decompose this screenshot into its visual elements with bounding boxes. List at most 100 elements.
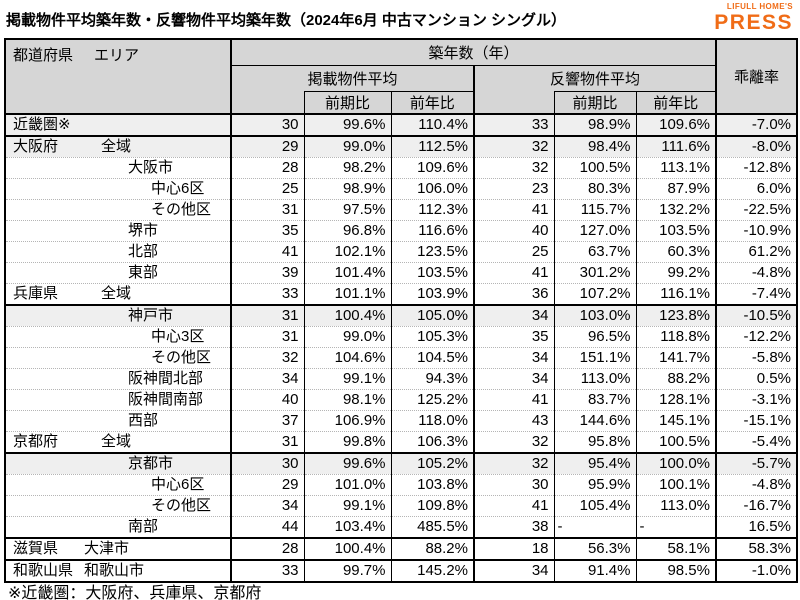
- value-cell: -8.0%: [715, 135, 797, 158]
- value-cell: 103.9%: [390, 283, 474, 306]
- value-cell: 32: [230, 347, 304, 369]
- value-cell: 32: [473, 135, 554, 158]
- area-cell: 兵庫県 全域: [5, 283, 231, 306]
- value-cell: 99.0%: [303, 326, 391, 348]
- value-cell: 40: [230, 389, 304, 411]
- value-cell: 28: [230, 157, 304, 179]
- blank-header-cell: [473, 91, 554, 114]
- value-cell: 32: [473, 452, 554, 475]
- value-cell: 105.0%: [390, 304, 474, 327]
- value-cell: 100.5%: [635, 431, 716, 454]
- value-cell: 36: [473, 283, 554, 306]
- value-cell: -5.7%: [715, 452, 797, 475]
- value-cell: 100.0%: [635, 452, 716, 475]
- value-cell: 34: [473, 559, 554, 583]
- table-row: 中心6区 29 101.0% 103.8% 30 95.9% 100.1% -4.8%: [5, 474, 797, 496]
- area-label: 北部: [128, 243, 159, 260]
- area-label: 全域: [101, 433, 132, 450]
- value-cell: 96.8%: [303, 220, 391, 242]
- value-cell: 41: [473, 495, 554, 517]
- deviation-rate-header: 乖離率: [715, 39, 797, 114]
- listed-prev-period-header: 前期比: [303, 90, 391, 114]
- value-cell: 41: [473, 389, 554, 411]
- value-cell: 99.6%: [303, 452, 391, 475]
- value-cell: 98.9%: [553, 113, 636, 137]
- value-cell: 105.2%: [390, 452, 474, 475]
- value-cell: 98.2%: [303, 157, 391, 179]
- area-label: 和歌山市: [84, 562, 145, 579]
- value-cell: 58.1%: [635, 537, 716, 561]
- table-row: その他区 31 97.5% 112.3% 41 115.7% 132.2% -22.5%: [5, 199, 797, 221]
- value-cell: 113.1%: [635, 157, 716, 179]
- area-label: 大津市: [84, 540, 130, 557]
- value-cell: -5.4%: [715, 431, 797, 454]
- corner-header-cell: 都道府県 エリア: [5, 39, 232, 114]
- area-label: 中心6区: [151, 180, 205, 197]
- value-cell: 60.3%: [635, 241, 716, 263]
- value-cell: 105.4%: [553, 495, 636, 517]
- value-cell: -5.8%: [715, 347, 797, 369]
- value-cell: 301.2%: [553, 262, 636, 284]
- logo-press-text: PRESS: [714, 11, 793, 34]
- value-cell: 25: [473, 241, 554, 263]
- value-cell: 29: [230, 135, 304, 158]
- table-row: 阪神間南部 40 98.1% 125.2% 41 83.7% 128.1% -3.1%: [5, 389, 797, 411]
- page-title: 掲載物件平均築年数・反響物件平均築年数（2024年6月 中古マンション シングル…: [6, 12, 567, 29]
- value-cell: 128.1%: [635, 389, 716, 411]
- value-cell: 31: [230, 326, 304, 348]
- area-cell: その他区: [5, 347, 231, 369]
- area-cell: 大阪市: [5, 157, 231, 179]
- value-cell: 80.3%: [553, 178, 636, 200]
- table-row: 堺市 35 96.8% 116.6% 40 127.0% 103.5% -10.9%: [5, 220, 797, 242]
- value-cell: 141.7%: [635, 347, 716, 369]
- value-cell: 99.1%: [303, 495, 391, 517]
- logo-lifull-homes-text: LIFULL HOME'S: [726, 2, 793, 11]
- area-label: 大阪市: [128, 159, 174, 176]
- area-label: 神戸市: [128, 307, 174, 324]
- value-cell: 16.5%: [715, 516, 797, 539]
- value-cell: 33: [473, 113, 554, 137]
- table-row: 南部 44 103.4% 485.5% 38- -16.5%: [5, 516, 797, 539]
- value-cell: 61.2%: [715, 241, 797, 263]
- area-cell: 南部: [5, 516, 231, 539]
- value-cell: 91.4%: [553, 559, 636, 583]
- table-row: その他区 32 104.6% 104.5% 34 151.1% 141.7% -5.8%: [5, 347, 797, 369]
- value-cell: 115.7%: [553, 199, 636, 221]
- value-cell: 98.4%: [553, 135, 636, 158]
- value-cell: 116.6%: [390, 220, 474, 242]
- value-cell: 99.1%: [303, 368, 391, 390]
- table-row: 東部 39 101.4% 103.5% 41 301.2% 99.2% -4.8%: [5, 262, 797, 284]
- value-cell: 39: [230, 262, 304, 284]
- area-cell: 和歌山県 和歌山市: [5, 559, 231, 583]
- area-cell: 阪神間北部: [5, 368, 231, 390]
- value-cell: 34: [473, 304, 554, 327]
- value-cell: 40: [473, 220, 554, 242]
- response-prev-year-header: 前年比: [635, 90, 716, 114]
- area-label: 南部: [128, 518, 159, 535]
- value-cell: 23: [473, 178, 554, 200]
- value-cell: 34: [230, 495, 304, 517]
- value-cell: 100.4%: [303, 537, 391, 561]
- value-cell: 99.7%: [303, 559, 391, 583]
- value-cell: 99.2%: [635, 262, 716, 284]
- value-cell: 98.5%: [635, 559, 716, 583]
- value-cell: 104.6%: [303, 347, 391, 369]
- value-cell: 32: [473, 431, 554, 454]
- value-cell: 30: [230, 113, 304, 137]
- table-row: 神戸市 31 100.4% 105.0% 34 103.0% 123.8% -10.5%: [5, 304, 797, 327]
- value-cell: 34: [230, 368, 304, 390]
- value-cell: 118.0%: [390, 410, 474, 432]
- value-cell: 25: [230, 178, 304, 200]
- value-cell: 145.2%: [390, 559, 474, 583]
- value-cell: 103.5%: [390, 262, 474, 284]
- value-cell: -12.8%: [715, 157, 797, 179]
- building-age-table: 都道府県 エリア 築年数（年） 乖離率 掲載物件平均 反響物件平均 前期比 前年…: [4, 38, 798, 583]
- value-cell: 113.0%: [553, 368, 636, 390]
- value-cell: 485.5%: [390, 516, 474, 539]
- value-cell: 101.1%: [303, 283, 391, 306]
- listed-prev-year-header: 前年比: [390, 90, 474, 114]
- value-cell: 95.9%: [553, 474, 636, 496]
- value-cell: 111.6%: [635, 135, 716, 158]
- value-cell: -4.8%: [715, 474, 797, 496]
- prefecture-label: 和歌山県: [13, 562, 74, 579]
